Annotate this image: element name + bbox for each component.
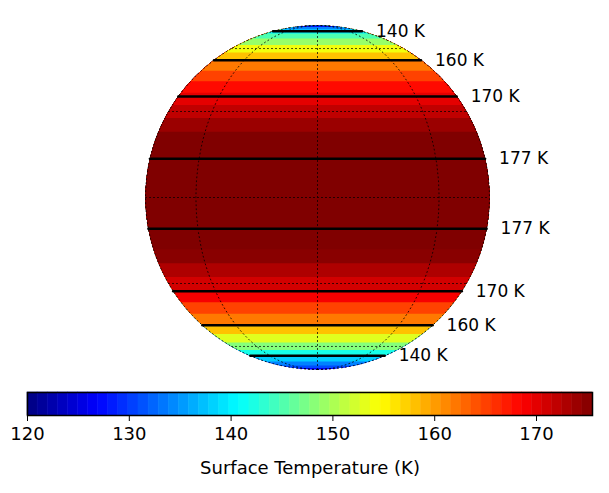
svg-text:130: 130 [112, 423, 146, 444]
svg-text:160: 160 [418, 423, 452, 444]
svg-text:177 K: 177 K [499, 148, 549, 168]
svg-text:150: 150 [316, 423, 350, 444]
svg-text:170 K: 170 K [471, 86, 521, 106]
svg-text:140 K: 140 K [399, 345, 449, 365]
svg-text:170 K: 170 K [476, 281, 526, 301]
svg-text:160 K: 160 K [447, 315, 497, 335]
svg-text:Surface Temperature (K): Surface Temperature (K) [200, 457, 420, 478]
svg-text:177 K: 177 K [501, 218, 551, 238]
svg-text:160 K: 160 K [435, 50, 485, 70]
svg-text:140 K: 140 K [376, 21, 426, 41]
svg-text:140: 140 [214, 423, 248, 444]
svg-text:170: 170 [519, 423, 553, 444]
svg-text:120: 120 [10, 423, 44, 444]
